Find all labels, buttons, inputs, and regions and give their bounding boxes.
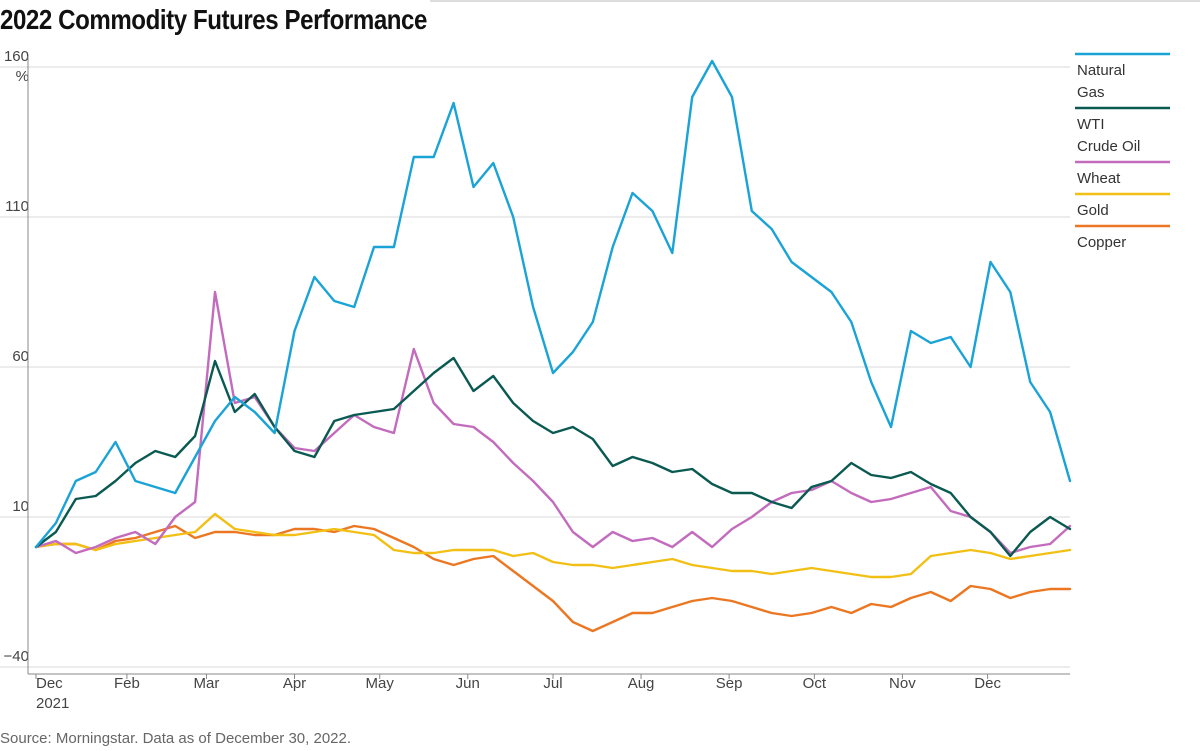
gridlines — [0, 66, 1070, 668]
chart-title: 2022 Commodity Futures Performance — [0, 4, 427, 35]
x-tick-label: Dec — [974, 675, 1001, 692]
source-note: Source: Morningstar. Data as of December… — [0, 730, 352, 747]
legend-label-natural-gas: Natural — [1077, 62, 1125, 79]
x-tick-label: Jul — [543, 675, 562, 692]
x-tick-label: Feb — [114, 675, 140, 692]
y-tick-label: 60 — [12, 348, 29, 365]
x-tick-label: Apr — [283, 675, 306, 692]
legend-label-wti: WTI — [1077, 116, 1105, 133]
legend-label-wheat: Wheat — [1077, 170, 1121, 187]
x-tick-label: Dec — [36, 675, 63, 692]
legend: Natural Gas WTI Crude Oil Wheat Gold Copper — [1075, 52, 1170, 251]
x-tick-label: May — [366, 675, 395, 692]
legend-label-copper: Copper — [1077, 234, 1126, 251]
series-line-wheat — [34, 290, 1072, 555]
x-axis: Dec Feb Mar Apr May Jun Jul Aug Sep Oct Nov Dec 2021 — [28, 673, 1070, 712]
y-tick-label: −40 — [4, 648, 29, 665]
x-year-label: 2021 — [36, 695, 69, 712]
legend-label-gold: Gold — [1077, 202, 1109, 219]
series-line-copper — [34, 524, 1072, 633]
x-tick-label: Mar — [194, 675, 220, 692]
x-tick-label: Nov — [889, 675, 916, 692]
x-tick-label: Aug — [628, 675, 655, 692]
x-tick-label: Oct — [803, 675, 827, 692]
legend-label-wti: Crude Oil — [1077, 138, 1140, 155]
x-tick-label: Jun — [456, 675, 480, 692]
series-line-natural-gas — [34, 59, 1072, 549]
series-line-wti — [34, 356, 1072, 558]
chart-plot: 160 110 60 10 −40% Dec Feb Mar Apr May Jun Jul Aug S… — [0, 0, 1200, 712]
x-tick-label: Sep — [716, 675, 743, 692]
y-tick-label: 110 — [5, 198, 29, 215]
series-line-gold — [34, 512, 1072, 579]
y-tick-label: 160 — [4, 48, 29, 65]
legend-label-natural-gas: Gas — [1077, 84, 1105, 101]
y-tick-label: 10 — [12, 498, 29, 515]
series-lines — [34, 59, 1072, 633]
y-axis: 160 110 60 10 −40% — [4, 48, 29, 674]
y-unit-label: % — [16, 68, 29, 85]
